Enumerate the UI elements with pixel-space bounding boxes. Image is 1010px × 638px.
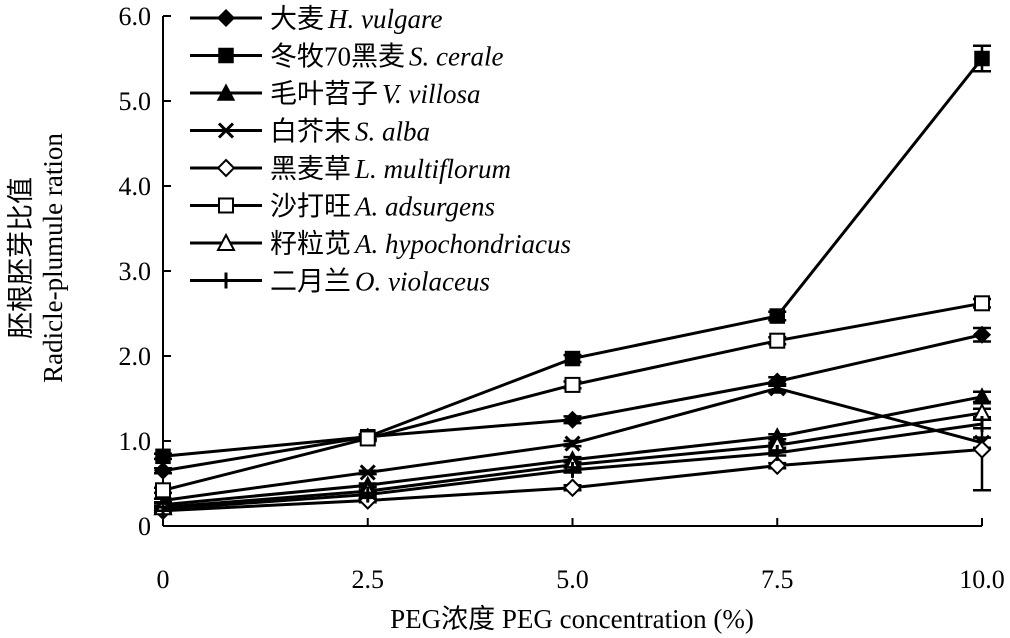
- y-axis-title-en: Radicle-plumule ration: [38, 133, 68, 383]
- data-point: [769, 308, 785, 324]
- data-point: [153, 461, 173, 480]
- legend-marker: [216, 158, 236, 178]
- y-axis-title-zh: 胚根胚芽比值: [6, 177, 36, 339]
- legend-label-zh: 冬牧70黑麦: [270, 42, 405, 72]
- legend-label-latin: V. villosa: [382, 79, 481, 109]
- legend-label-zh: 白芥末: [270, 117, 351, 147]
- legend-label: 黑麦草 L. multiflorum: [270, 154, 511, 184]
- y-tick-label: 5.0: [119, 87, 152, 116]
- data-point: [767, 456, 787, 476]
- legend-marker: [216, 232, 236, 251]
- x-tick-label: 7.5: [761, 565, 794, 594]
- data-point: [564, 376, 581, 393]
- data-point: [155, 448, 171, 465]
- x-tick-label: 5.0: [556, 565, 589, 594]
- y-tick-label: 6.0: [119, 2, 152, 31]
- y-tick-label: 2.0: [119, 342, 152, 371]
- series-4: [154, 380, 991, 509]
- data-point: [155, 482, 171, 499]
- data-point: [563, 478, 582, 498]
- legend-item: 毛叶苕子 V. villosa: [190, 79, 481, 109]
- data-point: [564, 350, 581, 367]
- legend-marker: [216, 8, 236, 28]
- legend-label: 二月兰 O. violaceus: [270, 267, 490, 297]
- legend-label-zh: 籽粒苋: [270, 229, 351, 259]
- legend-marker: [218, 47, 234, 64]
- legend-label-zh: 沙打旺: [270, 192, 351, 222]
- data-point: [359, 464, 376, 481]
- legend-marker: [217, 122, 235, 139]
- x-tick-label: 0: [157, 565, 170, 594]
- x-tick-label: 2.5: [352, 565, 385, 594]
- legend: 大麦 H. vulgare 冬牧70黑麦 S. cerale 毛叶苕子 V. villos…: [190, 4, 571, 297]
- ticks: 0 1.0 2.0 3.0 4.0 5.0 6.0 0 2.5 5.0 7.5 10.0: [119, 2, 1005, 594]
- legend-label-zh: 黑麦草: [270, 154, 351, 184]
- data-point: [974, 50, 990, 67]
- legend-label-latin: S. alba: [355, 117, 430, 147]
- x-axis-title: PEG浓度 PEG concentration (%): [390, 604, 754, 634]
- legend-label: 白芥末 S. alba: [270, 117, 430, 147]
- legend-item: 籽粒苋 A. hypochondriacus: [190, 229, 571, 259]
- legend-label-latin: A. hypochondriacus: [353, 229, 571, 259]
- series-8: [154, 416, 991, 517]
- legend-item: 二月兰 O. violaceus: [190, 267, 490, 297]
- legend-label-latin: O. violaceus: [355, 267, 490, 297]
- series-6: [154, 295, 991, 499]
- data-point: [564, 435, 581, 452]
- x-tick-label: 10.0: [959, 565, 1005, 594]
- legend-label-zh: 大麦: [270, 4, 324, 34]
- legend-label-latin: L. multiflorum: [354, 154, 511, 184]
- legend-label: 沙打旺 A. adsurgens: [270, 192, 495, 222]
- legend-item: 黑麦草 L. multiflorum: [190, 154, 511, 184]
- legend-marker: [216, 83, 236, 101]
- data-point: [769, 332, 786, 349]
- legend-label: 冬牧70黑麦 S. cerale: [270, 42, 503, 72]
- y-tick-label: 3.0: [119, 257, 152, 286]
- data-point: [359, 430, 376, 447]
- y-tick-label: 1.0: [119, 427, 152, 456]
- legend-label: 大麦 H. vulgare: [270, 4, 442, 34]
- data-point: [972, 440, 992, 459]
- legend-marker: [218, 197, 234, 214]
- data-point: [972, 325, 992, 344]
- series-group: [153, 44, 992, 521]
- legend-label: 毛叶苕子 V. villosa: [270, 79, 481, 109]
- data-point: [563, 410, 582, 429]
- legend-item: 沙打旺 A. adsurgens: [190, 192, 495, 222]
- legend-label-latin: A. adsurgens: [353, 192, 495, 222]
- legend-item: 大麦 H. vulgare: [190, 4, 442, 34]
- legend-label-latin: S. cerale: [409, 42, 503, 72]
- legend-label: 籽粒苋 A. hypochondriacus: [270, 229, 571, 259]
- legend-label-zh: 毛叶苕子: [270, 79, 378, 109]
- legend-label-zh: 二月兰: [270, 267, 351, 297]
- y-tick-label: 0: [138, 512, 151, 541]
- data-point: [974, 295, 990, 312]
- legend-item: 冬牧70黑麦 S. cerale: [190, 42, 503, 72]
- legend-item: 白芥末 S. alba: [190, 117, 430, 147]
- y-tick-label: 4.0: [119, 172, 152, 201]
- data-point: [769, 380, 786, 397]
- legend-label-latin: H. vulgare: [327, 4, 442, 34]
